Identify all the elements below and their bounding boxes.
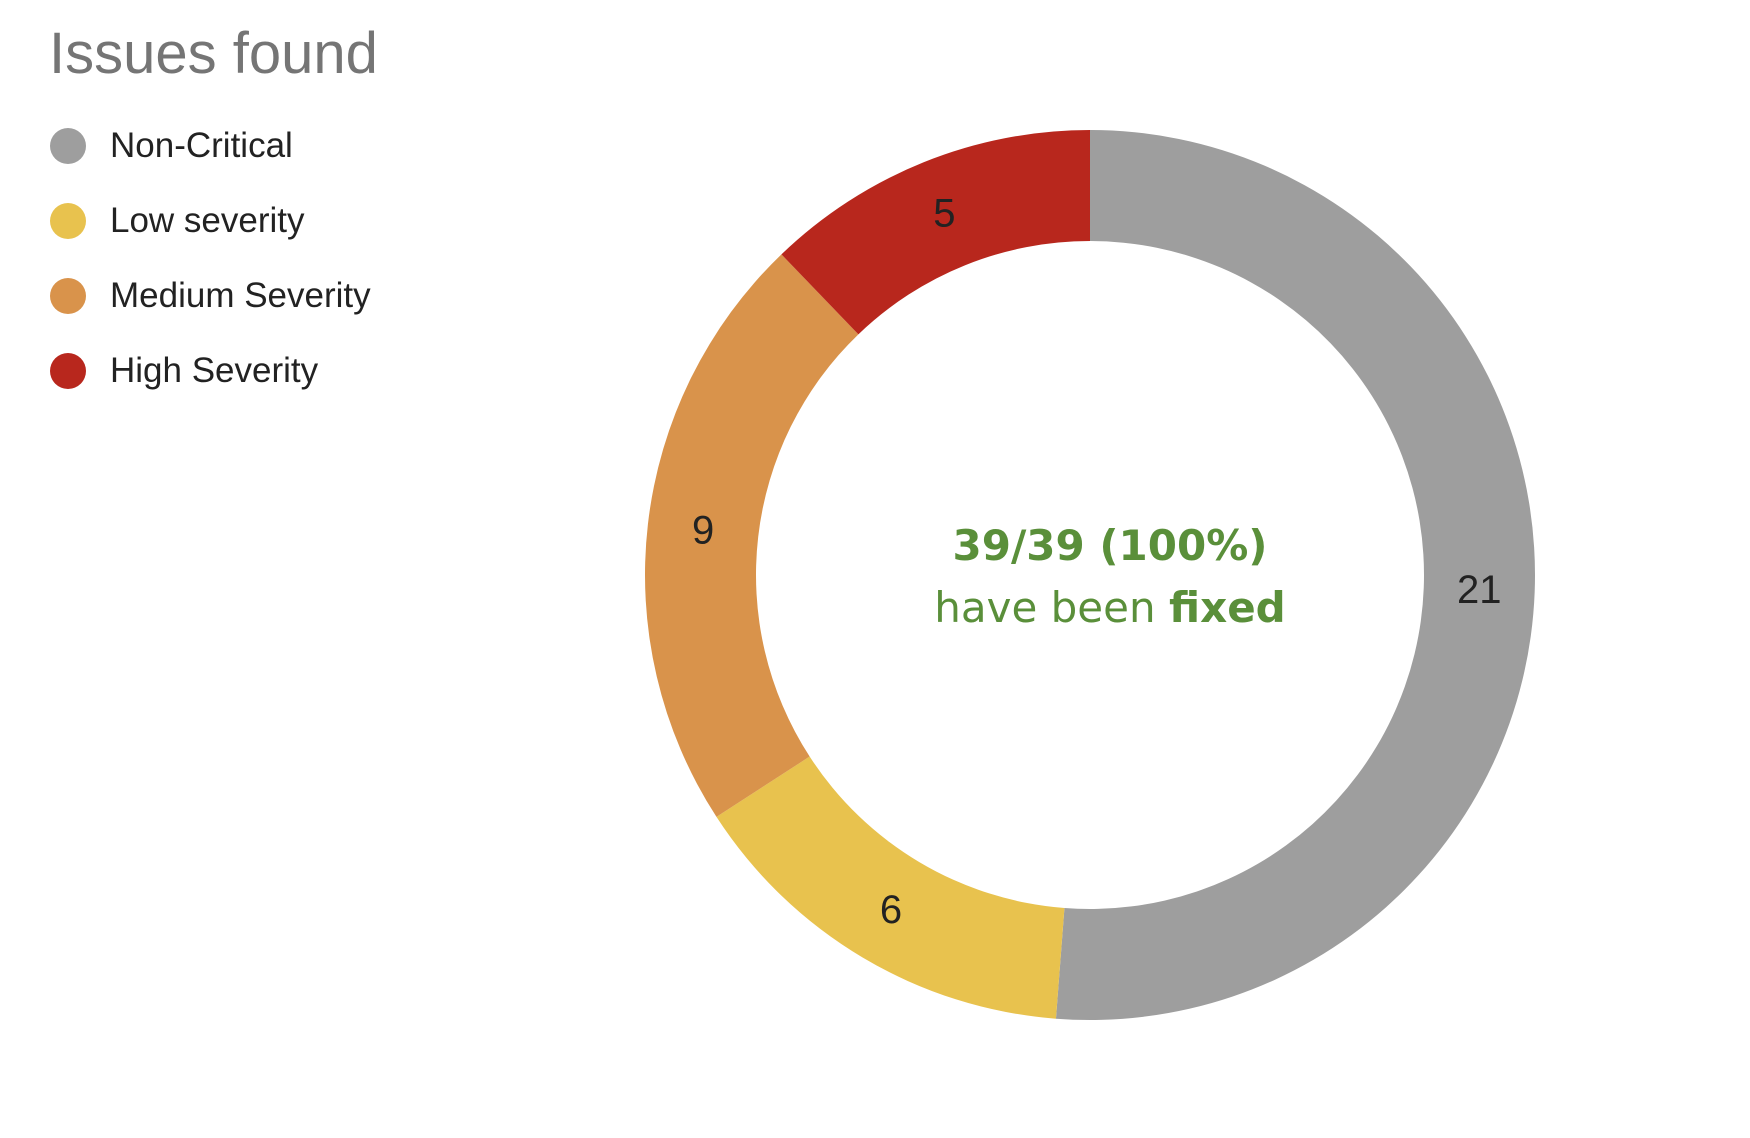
- legend-item-high-severity[interactable]: High Severity: [50, 351, 371, 391]
- center-fixed-caption: have been fixed: [900, 577, 1320, 639]
- legend-label-low-severity: Low severity: [110, 201, 305, 240]
- legend-label-non-critical: Non-Critical: [110, 126, 293, 165]
- value-label-non-critical: 21: [1457, 568, 1502, 612]
- center-caption-prefix: have been: [934, 583, 1156, 632]
- center-caption-bold: fixed: [1168, 583, 1286, 632]
- legend-label-high-severity: High Severity: [110, 351, 319, 390]
- donut-slice-medium-severity[interactable]: [644, 254, 859, 817]
- value-label-high-severity: 5: [933, 192, 955, 236]
- value-label-medium-severity: 9: [692, 508, 714, 552]
- value-label-low-severity: 6: [880, 888, 902, 932]
- donut-slices: [644, 130, 1535, 1020]
- legend-item-low-severity[interactable]: Low severity: [50, 201, 371, 241]
- legend-item-non-critical[interactable]: Non-Critical: [50, 126, 371, 166]
- center-summary: 39/39 (100%) have been fixed: [900, 515, 1320, 639]
- legend-swatch-medium-severity: [50, 278, 86, 314]
- donut-slice-high-severity[interactable]: [781, 130, 1090, 335]
- legend-label-medium-severity: Medium Severity: [110, 276, 371, 315]
- legend-swatch-non-critical: [50, 128, 86, 164]
- legend-swatch-low-severity: [50, 203, 86, 239]
- chart-title: Issues found: [49, 21, 378, 86]
- legend: Non-Critical Low severity Medium Severit…: [50, 126, 371, 426]
- donut-slice-non-critical[interactable]: [1055, 130, 1535, 1020]
- legend-swatch-high-severity: [50, 353, 86, 389]
- donut-slice-low-severity[interactable]: [716, 756, 1065, 1019]
- center-fixed-count: 39/39 (100%): [952, 521, 1268, 570]
- donut-value-labels: 21 6 9 5: [692, 192, 1502, 932]
- legend-item-medium-severity[interactable]: Medium Severity: [50, 276, 371, 316]
